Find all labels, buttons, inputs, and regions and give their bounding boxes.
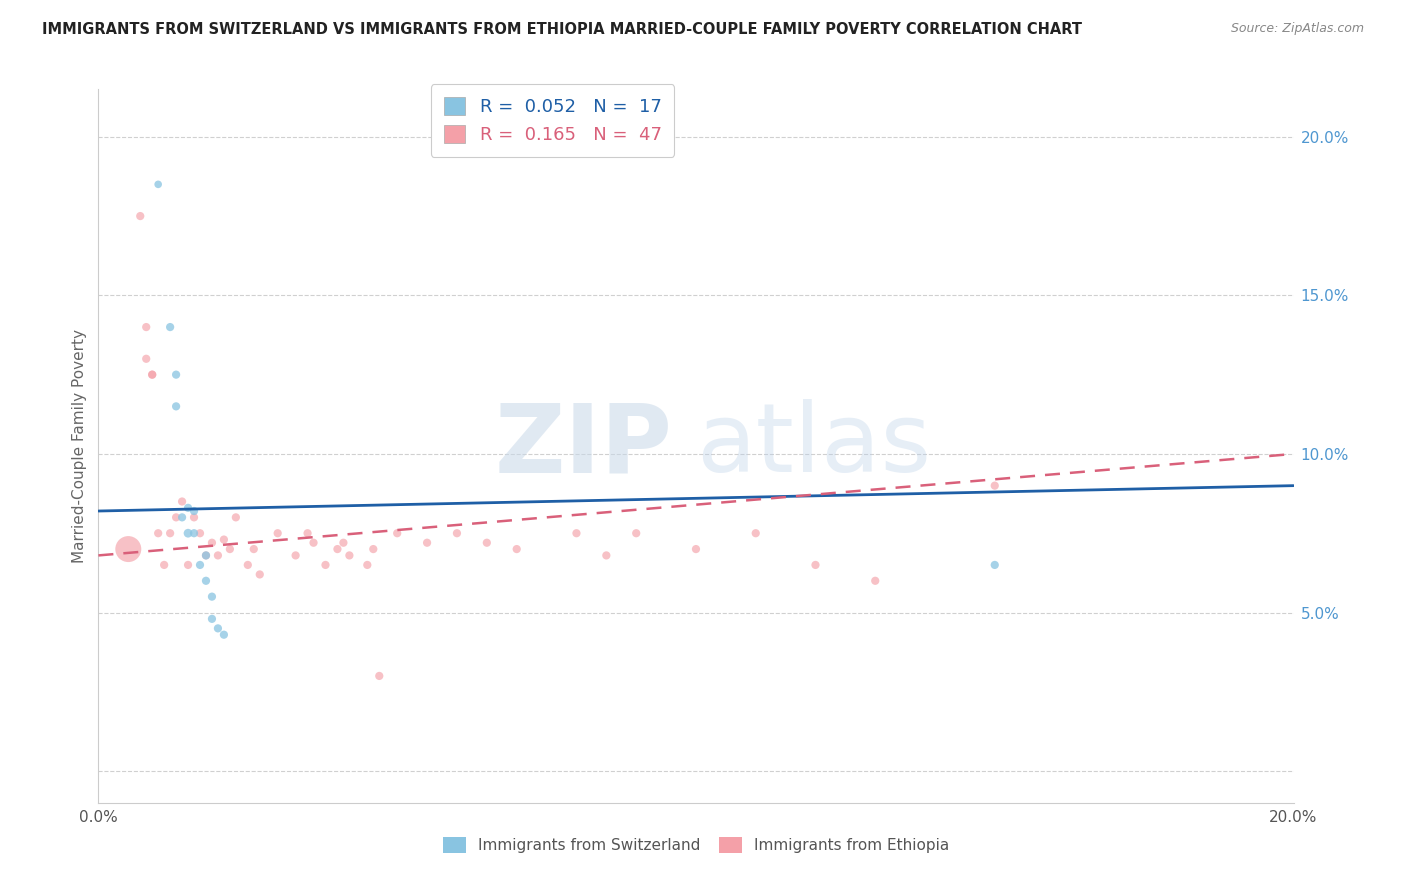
Point — [129, 209, 152, 223]
Point — [159, 320, 181, 334]
Point — [326, 542, 349, 557]
Point — [385, 526, 409, 541]
Point — [212, 533, 235, 547]
Point — [225, 510, 247, 524]
Point — [141, 368, 163, 382]
Point — [201, 612, 224, 626]
Point — [201, 535, 224, 549]
Point — [153, 558, 176, 572]
Point — [183, 510, 205, 524]
Point — [148, 526, 170, 541]
Point — [188, 558, 211, 572]
Point — [315, 558, 337, 572]
Point — [302, 535, 325, 549]
Point — [165, 368, 187, 382]
Point — [595, 549, 617, 563]
Point — [183, 504, 205, 518]
Point — [685, 542, 707, 557]
Point — [201, 590, 224, 604]
Point — [183, 526, 205, 541]
Text: atlas: atlas — [696, 400, 931, 492]
Point — [219, 542, 242, 557]
Point — [165, 400, 187, 414]
Point — [177, 526, 200, 541]
Point — [475, 535, 498, 549]
Point — [165, 510, 187, 524]
Point — [804, 558, 827, 572]
Point — [188, 526, 211, 541]
Point — [356, 558, 378, 572]
Point — [195, 574, 218, 588]
Point — [865, 574, 887, 588]
Point — [141, 368, 163, 382]
Point — [297, 526, 319, 541]
Point — [267, 526, 290, 541]
Point — [243, 542, 266, 557]
Point — [172, 510, 194, 524]
Point — [177, 558, 200, 572]
Point — [207, 549, 229, 563]
Point — [565, 526, 588, 541]
Point — [984, 478, 1007, 492]
Point — [159, 526, 181, 541]
Point — [416, 535, 439, 549]
Point — [984, 558, 1007, 572]
Point — [249, 567, 271, 582]
Y-axis label: Married-Couple Family Poverty: Married-Couple Family Poverty — [72, 329, 87, 563]
Point — [135, 351, 157, 366]
Point — [195, 549, 218, 563]
Legend: Immigrants from Switzerland, Immigrants from Ethiopia: Immigrants from Switzerland, Immigrants … — [437, 831, 955, 859]
Point — [284, 549, 307, 563]
Text: ZIP: ZIP — [494, 400, 672, 492]
Point — [626, 526, 648, 541]
Point — [177, 500, 200, 515]
Text: Source: ZipAtlas.com: Source: ZipAtlas.com — [1230, 22, 1364, 36]
Point — [207, 621, 229, 635]
Point — [148, 178, 170, 192]
Point — [506, 542, 529, 557]
Point — [236, 558, 259, 572]
Point — [368, 669, 391, 683]
Text: IMMIGRANTS FROM SWITZERLAND VS IMMIGRANTS FROM ETHIOPIA MARRIED-COUPLE FAMILY PO: IMMIGRANTS FROM SWITZERLAND VS IMMIGRANT… — [42, 22, 1083, 37]
Point — [212, 628, 235, 642]
Point — [332, 535, 354, 549]
Point — [195, 549, 218, 563]
Point — [135, 320, 157, 334]
Point — [117, 542, 139, 557]
Point — [339, 549, 361, 563]
Point — [363, 542, 385, 557]
Point — [172, 494, 194, 508]
Point — [446, 526, 468, 541]
Point — [745, 526, 768, 541]
